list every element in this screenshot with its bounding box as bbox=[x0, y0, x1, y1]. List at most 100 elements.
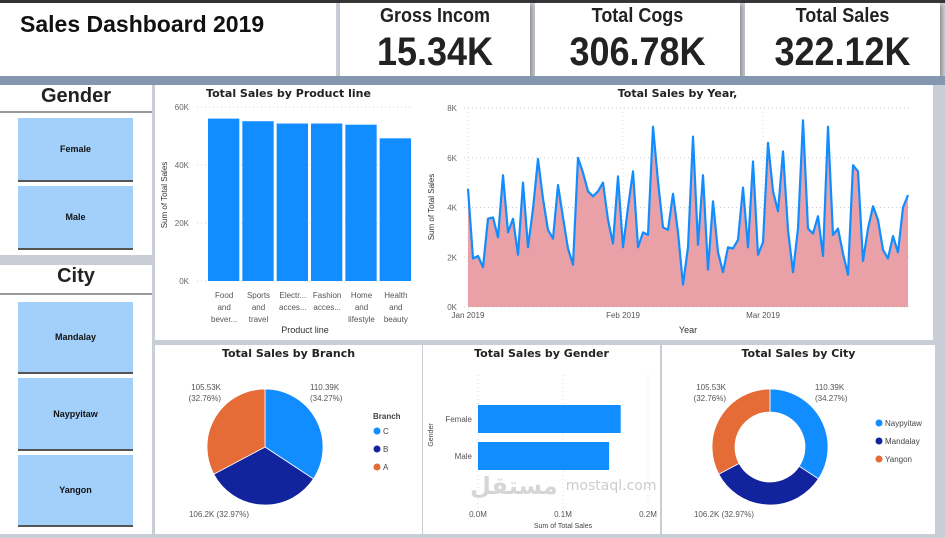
gender-slicer: Gender Female Male bbox=[0, 85, 152, 255]
legend-title: Branch bbox=[373, 412, 401, 421]
legend-label: B bbox=[383, 445, 388, 454]
kpi-total-cogs: Total Cogs 306.78K bbox=[535, 3, 740, 76]
y-axis-title: Gender bbox=[428, 423, 435, 447]
pie-slice bbox=[711, 388, 771, 475]
slicer-option-naypyitaw[interactable]: Naypyitaw bbox=[18, 378, 133, 451]
sales-by-year-svg: 0K 2K 4K 6K 8K Jan 2019 Feb 2019 Mar 2019 Year Su… bbox=[427, 104, 910, 335]
bar bbox=[345, 124, 377, 281]
data-label: (34.27%) bbox=[310, 394, 343, 403]
chart-title: Total Sales by Gender bbox=[474, 347, 609, 360]
y-tick-label: Male bbox=[455, 452, 473, 461]
x-tick-label: acces... bbox=[313, 303, 341, 312]
y-tick-label: 0K bbox=[447, 303, 457, 312]
data-label: 105.53K bbox=[696, 383, 726, 392]
x-tick-label: 0.2M bbox=[639, 510, 657, 519]
data-label: (34.27%) bbox=[815, 394, 848, 403]
city-slicer: City Mandalay Naypyitaw Yangon bbox=[0, 265, 152, 534]
x-axis-title: Sum of Total Sales bbox=[534, 523, 593, 530]
x-tick-label: Mar 2019 bbox=[746, 311, 780, 320]
x-tick-label: and bbox=[252, 303, 265, 312]
watermark: مستقل mostaql.com bbox=[470, 472, 656, 500]
legend-label: Yangon bbox=[885, 455, 912, 464]
data-label: 110.39K bbox=[815, 383, 845, 392]
bar bbox=[311, 123, 343, 281]
watermark-logo: مستقل bbox=[470, 472, 558, 500]
slicer-option-female[interactable]: Female bbox=[18, 118, 133, 182]
x-tick-label: Feb 2019 bbox=[606, 311, 640, 320]
legend-marker bbox=[373, 463, 381, 471]
y-axis-title: Sum of Total Sales bbox=[160, 162, 169, 229]
branch-pie-chart: Total Sales by Branch 110.39K (34.27%) 105… bbox=[155, 345, 422, 534]
gender-bar-svg: 0.0M 0.1M 0.2M Female Male Sum of Total Sales… bbox=[428, 375, 657, 530]
x-tick-label: acces... bbox=[279, 303, 307, 312]
data-label: 105.53K bbox=[191, 383, 221, 392]
y-tick-label: 8K bbox=[447, 104, 457, 113]
x-axis-title: Year bbox=[679, 325, 697, 335]
data-label: (32.76%) bbox=[694, 394, 727, 403]
slicer-title: Gender bbox=[0, 85, 152, 113]
bar bbox=[276, 123, 308, 281]
x-tick-label: 0.1M bbox=[554, 510, 572, 519]
x-tick-label: lifestyle bbox=[348, 315, 375, 324]
legend-marker bbox=[875, 437, 883, 445]
kpi-total-sales: Total Sales 322.12K bbox=[745, 3, 940, 76]
y-tick-label: 20K bbox=[175, 219, 190, 228]
x-tick-label: Sports bbox=[247, 291, 270, 300]
y-tick-label: 2K bbox=[447, 253, 457, 262]
x-tick-label: Jan 2019 bbox=[452, 311, 485, 320]
chart-title: Total Sales by Product line bbox=[206, 87, 371, 100]
kpi-gross-income: Gross Incom 15.34K bbox=[340, 3, 530, 76]
data-label: 106.2K (32.97%) bbox=[694, 510, 754, 519]
x-tick-label: and bbox=[217, 303, 230, 312]
branch-pie-svg: 110.39K (34.27%) 105.53K (32.76%) 106.2K (32… bbox=[189, 383, 401, 519]
x-tick-label: and bbox=[355, 303, 368, 312]
x-axis-title: Product line bbox=[281, 325, 329, 335]
y-tick-label: 40K bbox=[175, 161, 190, 170]
bar bbox=[208, 118, 240, 281]
chart-title: Total Sales by Year, bbox=[617, 87, 738, 100]
kpi-label: Total Sales bbox=[795, 5, 890, 27]
chart-title: Total Sales by City bbox=[741, 347, 856, 360]
x-tick-label: Electr... bbox=[279, 291, 306, 300]
legend-label: Naypyitaw bbox=[885, 419, 922, 428]
city-donut-svg: 110.39K (34.27%) 105.53K (32.76%) 106.2K (32… bbox=[694, 383, 923, 519]
x-tick-label: beauty bbox=[384, 315, 408, 324]
product-line-svg: 0K 20K 40K 60K Food and bever... Sports and trave… bbox=[160, 103, 413, 335]
slicer-option-male[interactable]: Male bbox=[18, 186, 133, 250]
x-tick-label: travel bbox=[249, 315, 269, 324]
pie-slice bbox=[206, 388, 266, 475]
x-tick-label: Home bbox=[351, 291, 373, 300]
x-tick-label: 0.0M bbox=[469, 510, 487, 519]
data-label: 106.2K (32.97%) bbox=[189, 510, 249, 519]
x-tick-label: Fashion bbox=[313, 291, 341, 300]
x-tick-label: Health bbox=[384, 291, 407, 300]
legend-label: A bbox=[383, 463, 389, 472]
area-fill bbox=[468, 120, 908, 308]
y-tick-label: Female bbox=[445, 415, 472, 424]
data-label: 110.39K bbox=[310, 383, 340, 392]
legend-label: C bbox=[383, 427, 389, 436]
pie-slice bbox=[718, 462, 819, 506]
pie-slice bbox=[213, 446, 314, 506]
legend-marker bbox=[875, 455, 883, 463]
slicer-option-mandalay[interactable]: Mandalay bbox=[18, 302, 133, 374]
bar bbox=[379, 138, 411, 281]
bar bbox=[242, 121, 274, 282]
x-tick-label: Food bbox=[215, 291, 233, 300]
watermark-url: mostaql.com bbox=[565, 478, 657, 494]
kpi-value: 322.12K bbox=[774, 30, 911, 74]
kpi-value: 306.78K bbox=[569, 30, 706, 74]
y-axis-title: Sum of Total Sales bbox=[427, 174, 436, 241]
data-label: (32.76%) bbox=[189, 394, 222, 403]
divider-band bbox=[0, 76, 945, 85]
kpi-value: 15.34K bbox=[376, 30, 494, 74]
sales-by-year-chart: Total Sales by Year, 0K 2K 4K 6K 8K Jan 2019 F… bbox=[422, 85, 933, 340]
slicer-option-yangon[interactable]: Yangon bbox=[18, 455, 133, 527]
y-tick-label: 60K bbox=[175, 103, 190, 112]
y-tick-label: 6K bbox=[447, 154, 457, 163]
legend-marker bbox=[875, 419, 883, 427]
x-tick-label: and bbox=[389, 303, 402, 312]
legend-label: Mandalay bbox=[885, 437, 920, 446]
kpi-label: Gross Incom bbox=[379, 5, 491, 27]
series-line bbox=[466, 119, 910, 286]
